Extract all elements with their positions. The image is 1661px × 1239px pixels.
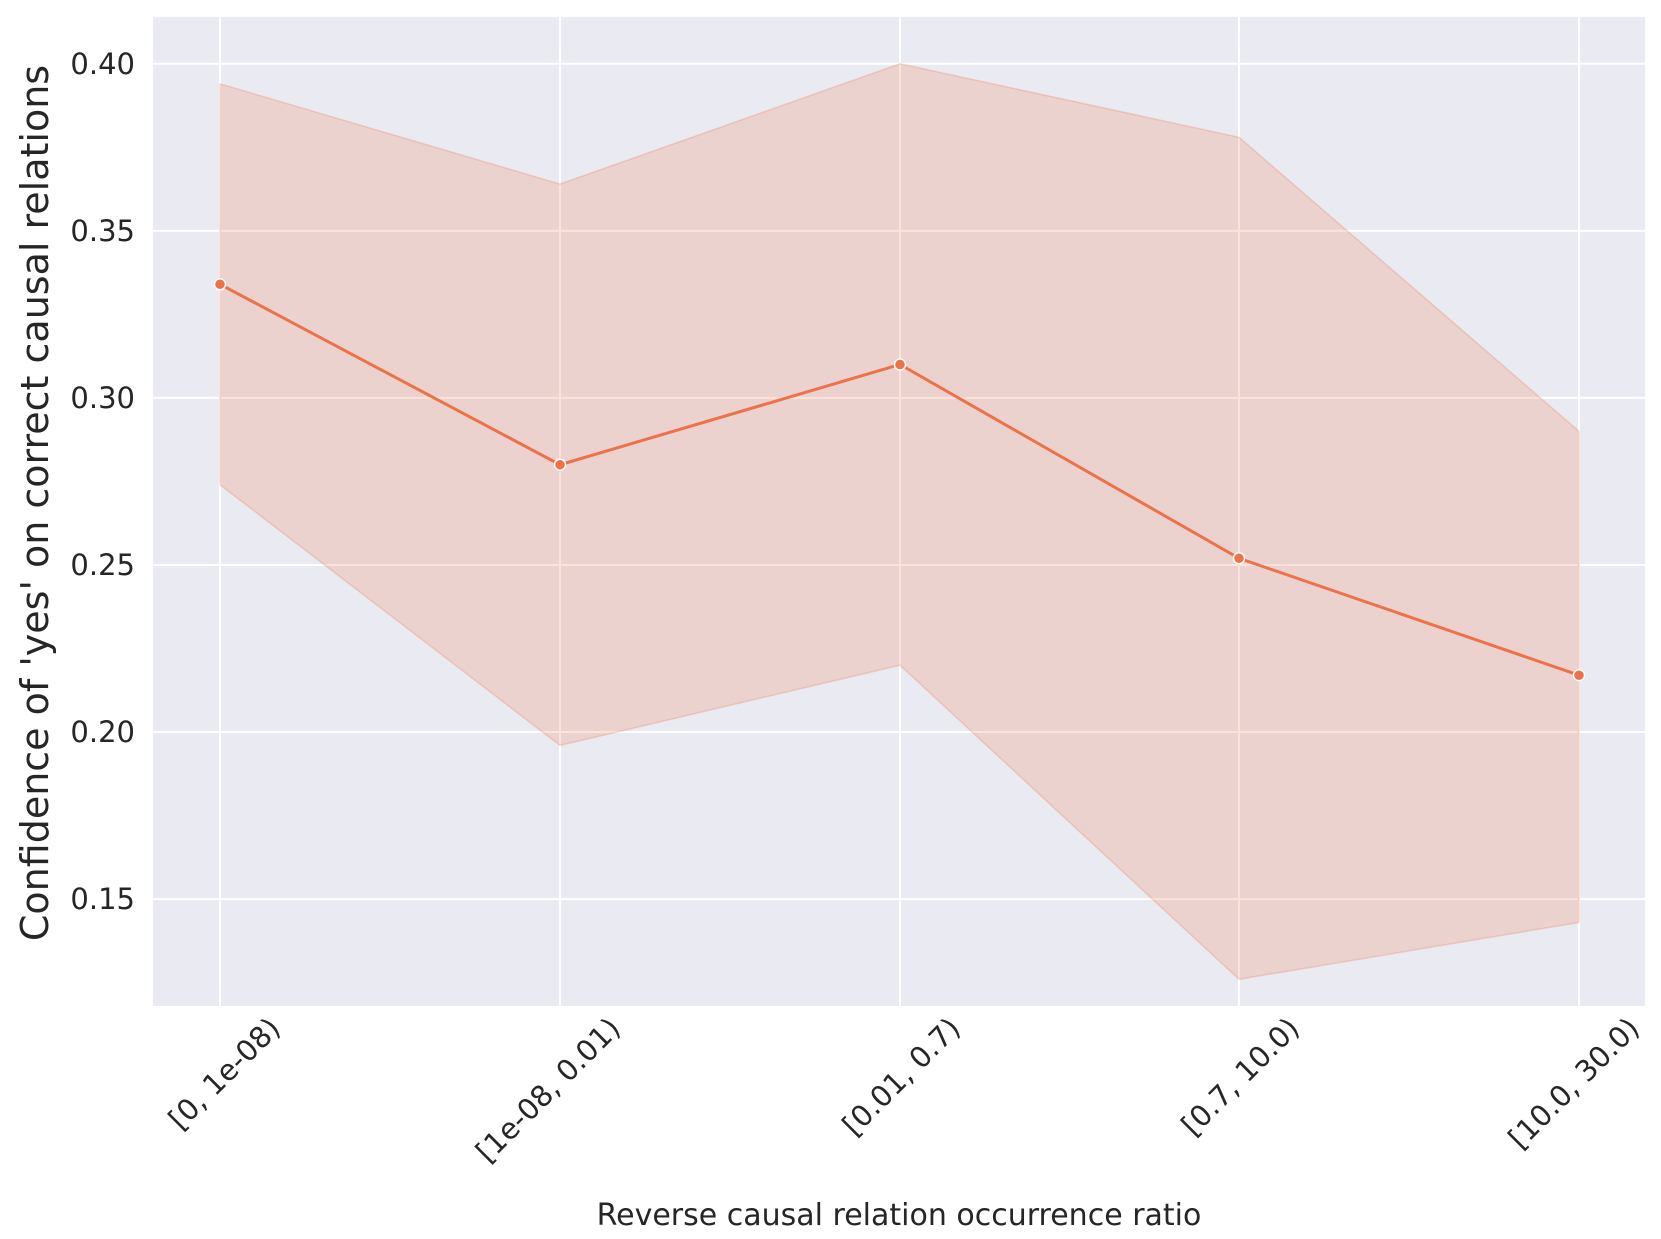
y-tick-label: 0.40	[70, 47, 135, 81]
x-tick-label: [0.7, 10.0)	[1175, 1011, 1306, 1142]
data-point	[893, 358, 907, 371]
y-gridlines	[153, 62, 1645, 901]
data-point	[1572, 668, 1586, 682]
y-tick-label: 0.20	[70, 715, 135, 749]
x-axis-label: Reverse causal relation occurrence ratio	[597, 1198, 1202, 1233]
data-point	[1232, 552, 1246, 565]
data-point	[213, 278, 227, 291]
y-axis-label: Confidence of 'yes' on correct causal re…	[13, 65, 57, 941]
x-tick-label: [0.01, 0.7)	[836, 1011, 967, 1142]
data-point-layer	[213, 278, 1586, 682]
x-tick-label: [0, 1e-08)	[162, 1011, 287, 1136]
confidence-band-layer	[219, 62, 1580, 981]
y-tick-labels: 0.15 0.20 0.25 0.30 0.35 0.40	[70, 47, 135, 916]
y-tick-label: 0.25	[70, 548, 135, 582]
confidence-band	[219, 62, 1580, 981]
x-tick-labels: [0, 1e-08) [1e-08, 0.01) [0.01, 0.7) [0.7, …	[162, 1011, 1646, 1169]
x-gridlines	[219, 17, 1580, 1006]
x-tick-label: [1e-08, 0.01)	[469, 1011, 627, 1169]
y-tick-label: 0.15	[70, 882, 135, 916]
y-tick-label: 0.30	[70, 381, 135, 415]
x-tick-label: [10.0, 30.0)	[1502, 1011, 1646, 1155]
y-tick-label: 0.35	[70, 214, 135, 248]
data-point	[553, 458, 567, 471]
